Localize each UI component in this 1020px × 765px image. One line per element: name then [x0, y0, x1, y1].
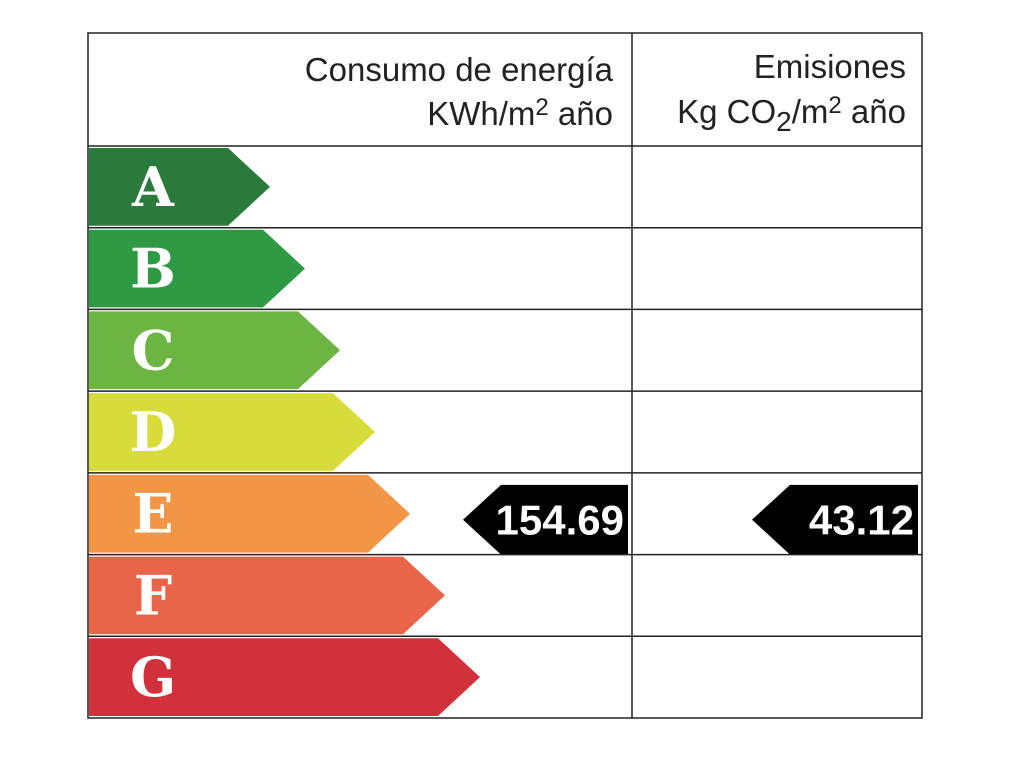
- rating-letter: G: [130, 645, 176, 709]
- value-marker: [463, 484, 628, 555]
- rating-arrow: [89, 311, 340, 390]
- rating-letter: F: [134, 563, 172, 627]
- rating-letter: B: [130, 237, 176, 301]
- emissions-title: Emisiones: [754, 48, 906, 85]
- rating-letter: D: [130, 400, 177, 464]
- unit-part: año: [842, 93, 906, 130]
- value-label: 154.69: [496, 497, 624, 544]
- table-border: [87, 32, 923, 719]
- unit-superscript: 2: [828, 92, 841, 119]
- energy-title: Consumo de energía: [305, 51, 614, 88]
- emissions-unit: Kg CO2/m2 año: [677, 92, 906, 137]
- unit-part: año: [549, 95, 613, 132]
- unit-part: KWh/m: [427, 95, 535, 132]
- unit-part: Kg CO: [677, 93, 776, 130]
- rating-letter: E: [132, 482, 173, 546]
- unit-subscript: 2: [776, 106, 792, 137]
- rating-letter: A: [131, 155, 175, 219]
- rating-arrow: [89, 556, 445, 635]
- rating-arrow: [89, 229, 305, 308]
- rating-arrow: [89, 393, 375, 471]
- value-marker: [752, 484, 918, 555]
- unit-part: /m: [792, 93, 829, 130]
- energy-unit: KWh/m2 año: [427, 94, 613, 132]
- rating-arrow: [89, 474, 410, 553]
- rating-arrow: [89, 638, 480, 716]
- value-label: 43.12: [809, 497, 914, 544]
- rating-letter: C: [132, 318, 175, 382]
- rating-arrow: [89, 148, 270, 226]
- unit-superscript: 2: [535, 94, 548, 121]
